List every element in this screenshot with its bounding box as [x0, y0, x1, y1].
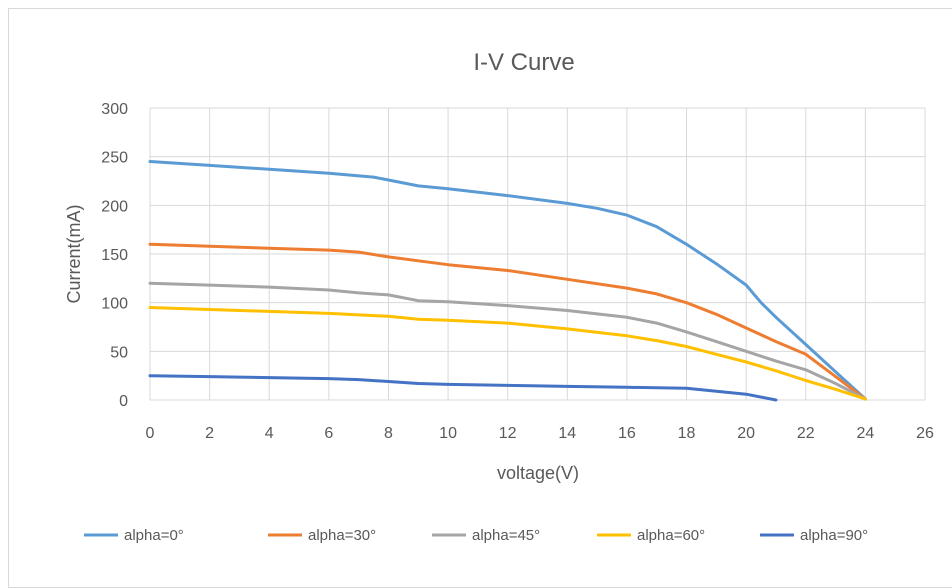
x-tick-label: 4 [265, 425, 274, 442]
x-tick-label: 24 [856, 425, 874, 442]
legend: alpha=0° alpha=30° alpha=45° alpha=60° alpha… [84, 527, 868, 544]
legend-label: alpha=0° [124, 527, 184, 544]
x-tick-label: 12 [499, 425, 517, 442]
x-tick-label: 14 [558, 425, 576, 442]
series-line-3 [148, 281, 867, 401]
x-axis-title: voltage(V) [497, 463, 579, 483]
x-tick-label: 26 [916, 425, 934, 442]
x-tick-label: 2 [205, 425, 214, 442]
series-line-5 [148, 374, 778, 402]
x-tick-label: 20 [737, 425, 755, 442]
y-tick-label: 250 [101, 150, 128, 167]
y-axis-title: Current(mA) [64, 204, 84, 303]
x-tick-label: 10 [439, 425, 457, 442]
series-line-1 [148, 160, 867, 401]
legend-label: alpha=90° [800, 527, 868, 544]
x-tick-labels: 0 2 4 6 8 10 12 14 16 18 20 22 24 26 [146, 425, 934, 442]
y-tick-label: 200 [101, 198, 128, 215]
x-tick-label: 8 [384, 425, 393, 442]
series-group [148, 160, 867, 402]
legend-label: alpha=60° [637, 527, 705, 544]
x-tick-label: 18 [678, 425, 696, 442]
legend-label: alpha=45° [472, 527, 540, 544]
chart-title: I-V Curve [473, 49, 574, 76]
y-tick-label: 0 [119, 393, 128, 410]
series-line-2 [148, 242, 867, 401]
x-tick-label: 6 [324, 425, 333, 442]
y-tick-label: 300 [101, 101, 128, 118]
grid [149, 107, 926, 401]
x-tick-label: 0 [146, 425, 155, 442]
y-tick-label: 100 [101, 296, 128, 313]
chart-frame [8, 8, 952, 588]
x-tick-label: 22 [797, 425, 815, 442]
series-line-4 [148, 306, 867, 401]
y-tick-labels: 0 50 100 150 200 250 300 [101, 101, 128, 410]
x-tick-label: 16 [618, 425, 636, 442]
legend-item: alpha=30° [268, 527, 376, 544]
legend-item: alpha=60° [597, 527, 705, 544]
y-tick-label: 50 [110, 344, 128, 361]
y-tick-label: 150 [101, 247, 128, 264]
legend-label: alpha=30° [308, 527, 376, 544]
legend-item: alpha=90° [760, 527, 868, 544]
legend-item: alpha=45° [432, 527, 540, 544]
legend-item: alpha=0° [84, 527, 184, 544]
